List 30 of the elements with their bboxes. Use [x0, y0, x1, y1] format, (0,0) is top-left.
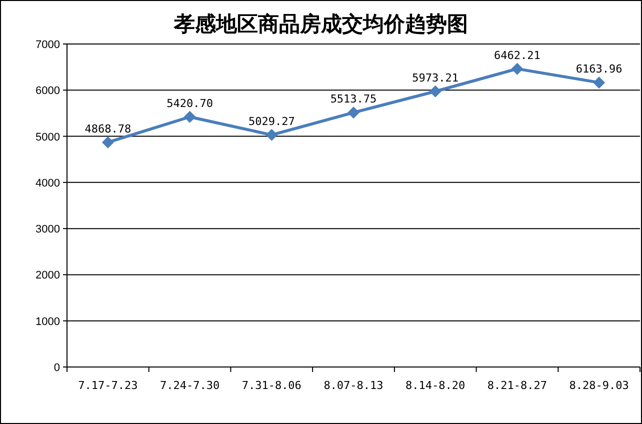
point — [511, 62, 524, 75]
data-label: 5029.27 — [248, 114, 295, 128]
x-tick-label: 7.17-7.23 — [78, 379, 138, 392]
y-tick-label: 4000 — [36, 177, 60, 190]
x-tick-label: 8.14-8.20 — [406, 379, 466, 392]
point — [184, 110, 196, 123]
point — [348, 106, 360, 119]
point — [593, 76, 606, 89]
point — [266, 128, 278, 141]
y-tick-label: 7000 — [36, 39, 60, 51]
x-tick-label: 8.28-9.03 — [569, 379, 629, 392]
data-label: 6462.21 — [494, 48, 540, 62]
x-tick-label: 8.21-8.27 — [487, 379, 548, 392]
data-label: 4868.78 — [84, 122, 132, 136]
point — [429, 85, 442, 98]
x-tick-label: 8.07-8.13 — [324, 379, 384, 392]
y-tick-label: 0 — [54, 362, 60, 374]
point — [102, 136, 114, 148]
data-label: 5513.75 — [330, 92, 377, 106]
y-tick-label: 5000 — [36, 131, 60, 144]
y-tick-label: 6000 — [36, 85, 60, 98]
x-tick-label: 7.24-7.30 — [160, 379, 220, 392]
data-label: 5420.70 — [166, 96, 213, 110]
data-label: 6163.96 — [576, 62, 622, 76]
chart-title: 孝感地区商品房成交均价趋势图 — [173, 12, 468, 36]
data-label: 5973.21 — [412, 71, 459, 84]
x-tick-label: 7.31-8.06 — [242, 379, 302, 392]
y-tick-label: 3000 — [36, 224, 60, 236]
y-tick-label: 2000 — [36, 270, 60, 282]
y-tick-label: 1000 — [36, 316, 60, 328]
